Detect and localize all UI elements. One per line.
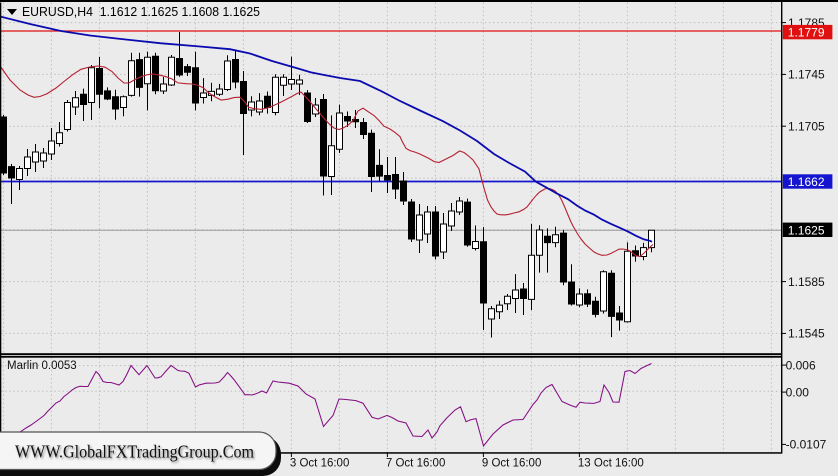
- svg-text:3 Oct 16:00: 3 Oct 16:00: [290, 458, 349, 470]
- svg-text:1.1585: 1.1585: [788, 275, 825, 289]
- svg-text:Marlin 0.0053: Marlin 0.0053: [7, 360, 77, 372]
- svg-text:1.1545: 1.1545: [788, 327, 825, 341]
- svg-text:1.1779: 1.1779: [788, 26, 825, 40]
- svg-text:1.1662: 1.1662: [788, 175, 825, 189]
- svg-text:0.00: 0.00: [786, 385, 810, 399]
- svg-text:7 Oct 16:00: 7 Oct 16:00: [386, 458, 445, 470]
- svg-text:WWW.GlobalFXTradingGroup.Com: WWW.GlobalFXTradingGroup.Com: [16, 443, 255, 463]
- svg-text:9 Oct 16:00: 9 Oct 16:00: [482, 458, 541, 470]
- svg-text:0.006: 0.006: [786, 358, 816, 372]
- svg-text:1.1745: 1.1745: [788, 68, 825, 82]
- svg-text:-0.0107: -0.0107: [786, 438, 827, 452]
- svg-text:1.1625: 1.1625: [788, 223, 825, 237]
- svg-text:EURUSD,H4 1.1612 1.1625 1.160: EURUSD,H4 1.1612 1.1625 1.1608 1.1625: [22, 4, 260, 19]
- svg-text:WWW.GlobalFXTradingGroup.Com: WWW.GlobalFXTradingGroup.Com: [15, 441, 254, 461]
- svg-text:1.1705: 1.1705: [788, 119, 825, 133]
- svg-text:13 Oct 16:00: 13 Oct 16:00: [578, 458, 644, 470]
